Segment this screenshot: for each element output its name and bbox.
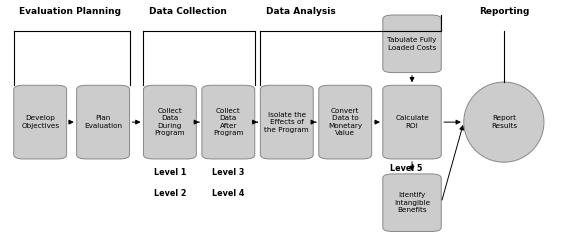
FancyBboxPatch shape	[77, 85, 130, 159]
FancyBboxPatch shape	[383, 85, 441, 159]
Text: Collect
Data
During
Program: Collect Data During Program	[154, 108, 185, 136]
Text: Identify
Intangible
Benefits: Identify Intangible Benefits	[394, 192, 430, 213]
Text: Collect
Data
After
Program: Collect Data After Program	[213, 108, 244, 136]
Text: Evaluation Planning: Evaluation Planning	[19, 7, 122, 16]
Text: Level 4: Level 4	[212, 189, 244, 198]
FancyBboxPatch shape	[383, 174, 441, 231]
FancyBboxPatch shape	[319, 85, 371, 159]
FancyBboxPatch shape	[144, 85, 197, 159]
Text: Level 2: Level 2	[153, 189, 186, 198]
FancyBboxPatch shape	[14, 85, 66, 159]
Text: Develop
Objectives: Develop Objectives	[21, 115, 59, 129]
Ellipse shape	[464, 82, 544, 162]
FancyBboxPatch shape	[202, 85, 255, 159]
Text: Level 3: Level 3	[212, 168, 244, 177]
Text: Reporting: Reporting	[479, 7, 529, 16]
Text: Tabulate Fully
Loaded Costs: Tabulate Fully Loaded Costs	[387, 37, 437, 51]
FancyBboxPatch shape	[260, 85, 313, 159]
Text: Data Analysis: Data Analysis	[266, 7, 336, 16]
Text: Data Collection: Data Collection	[149, 7, 227, 16]
Text: Level 1: Level 1	[154, 168, 186, 177]
Text: Plan
Evaluation: Plan Evaluation	[84, 115, 122, 129]
Text: Calculate
ROI: Calculate ROI	[395, 115, 429, 129]
Text: Convert
Data to
Monetary
Value: Convert Data to Monetary Value	[328, 108, 362, 136]
Text: Level 5: Level 5	[390, 164, 423, 173]
FancyBboxPatch shape	[383, 15, 441, 73]
Text: Report
Results: Report Results	[491, 115, 517, 129]
Text: Isolate the
Effects of
the Program: Isolate the Effects of the Program	[265, 112, 309, 133]
